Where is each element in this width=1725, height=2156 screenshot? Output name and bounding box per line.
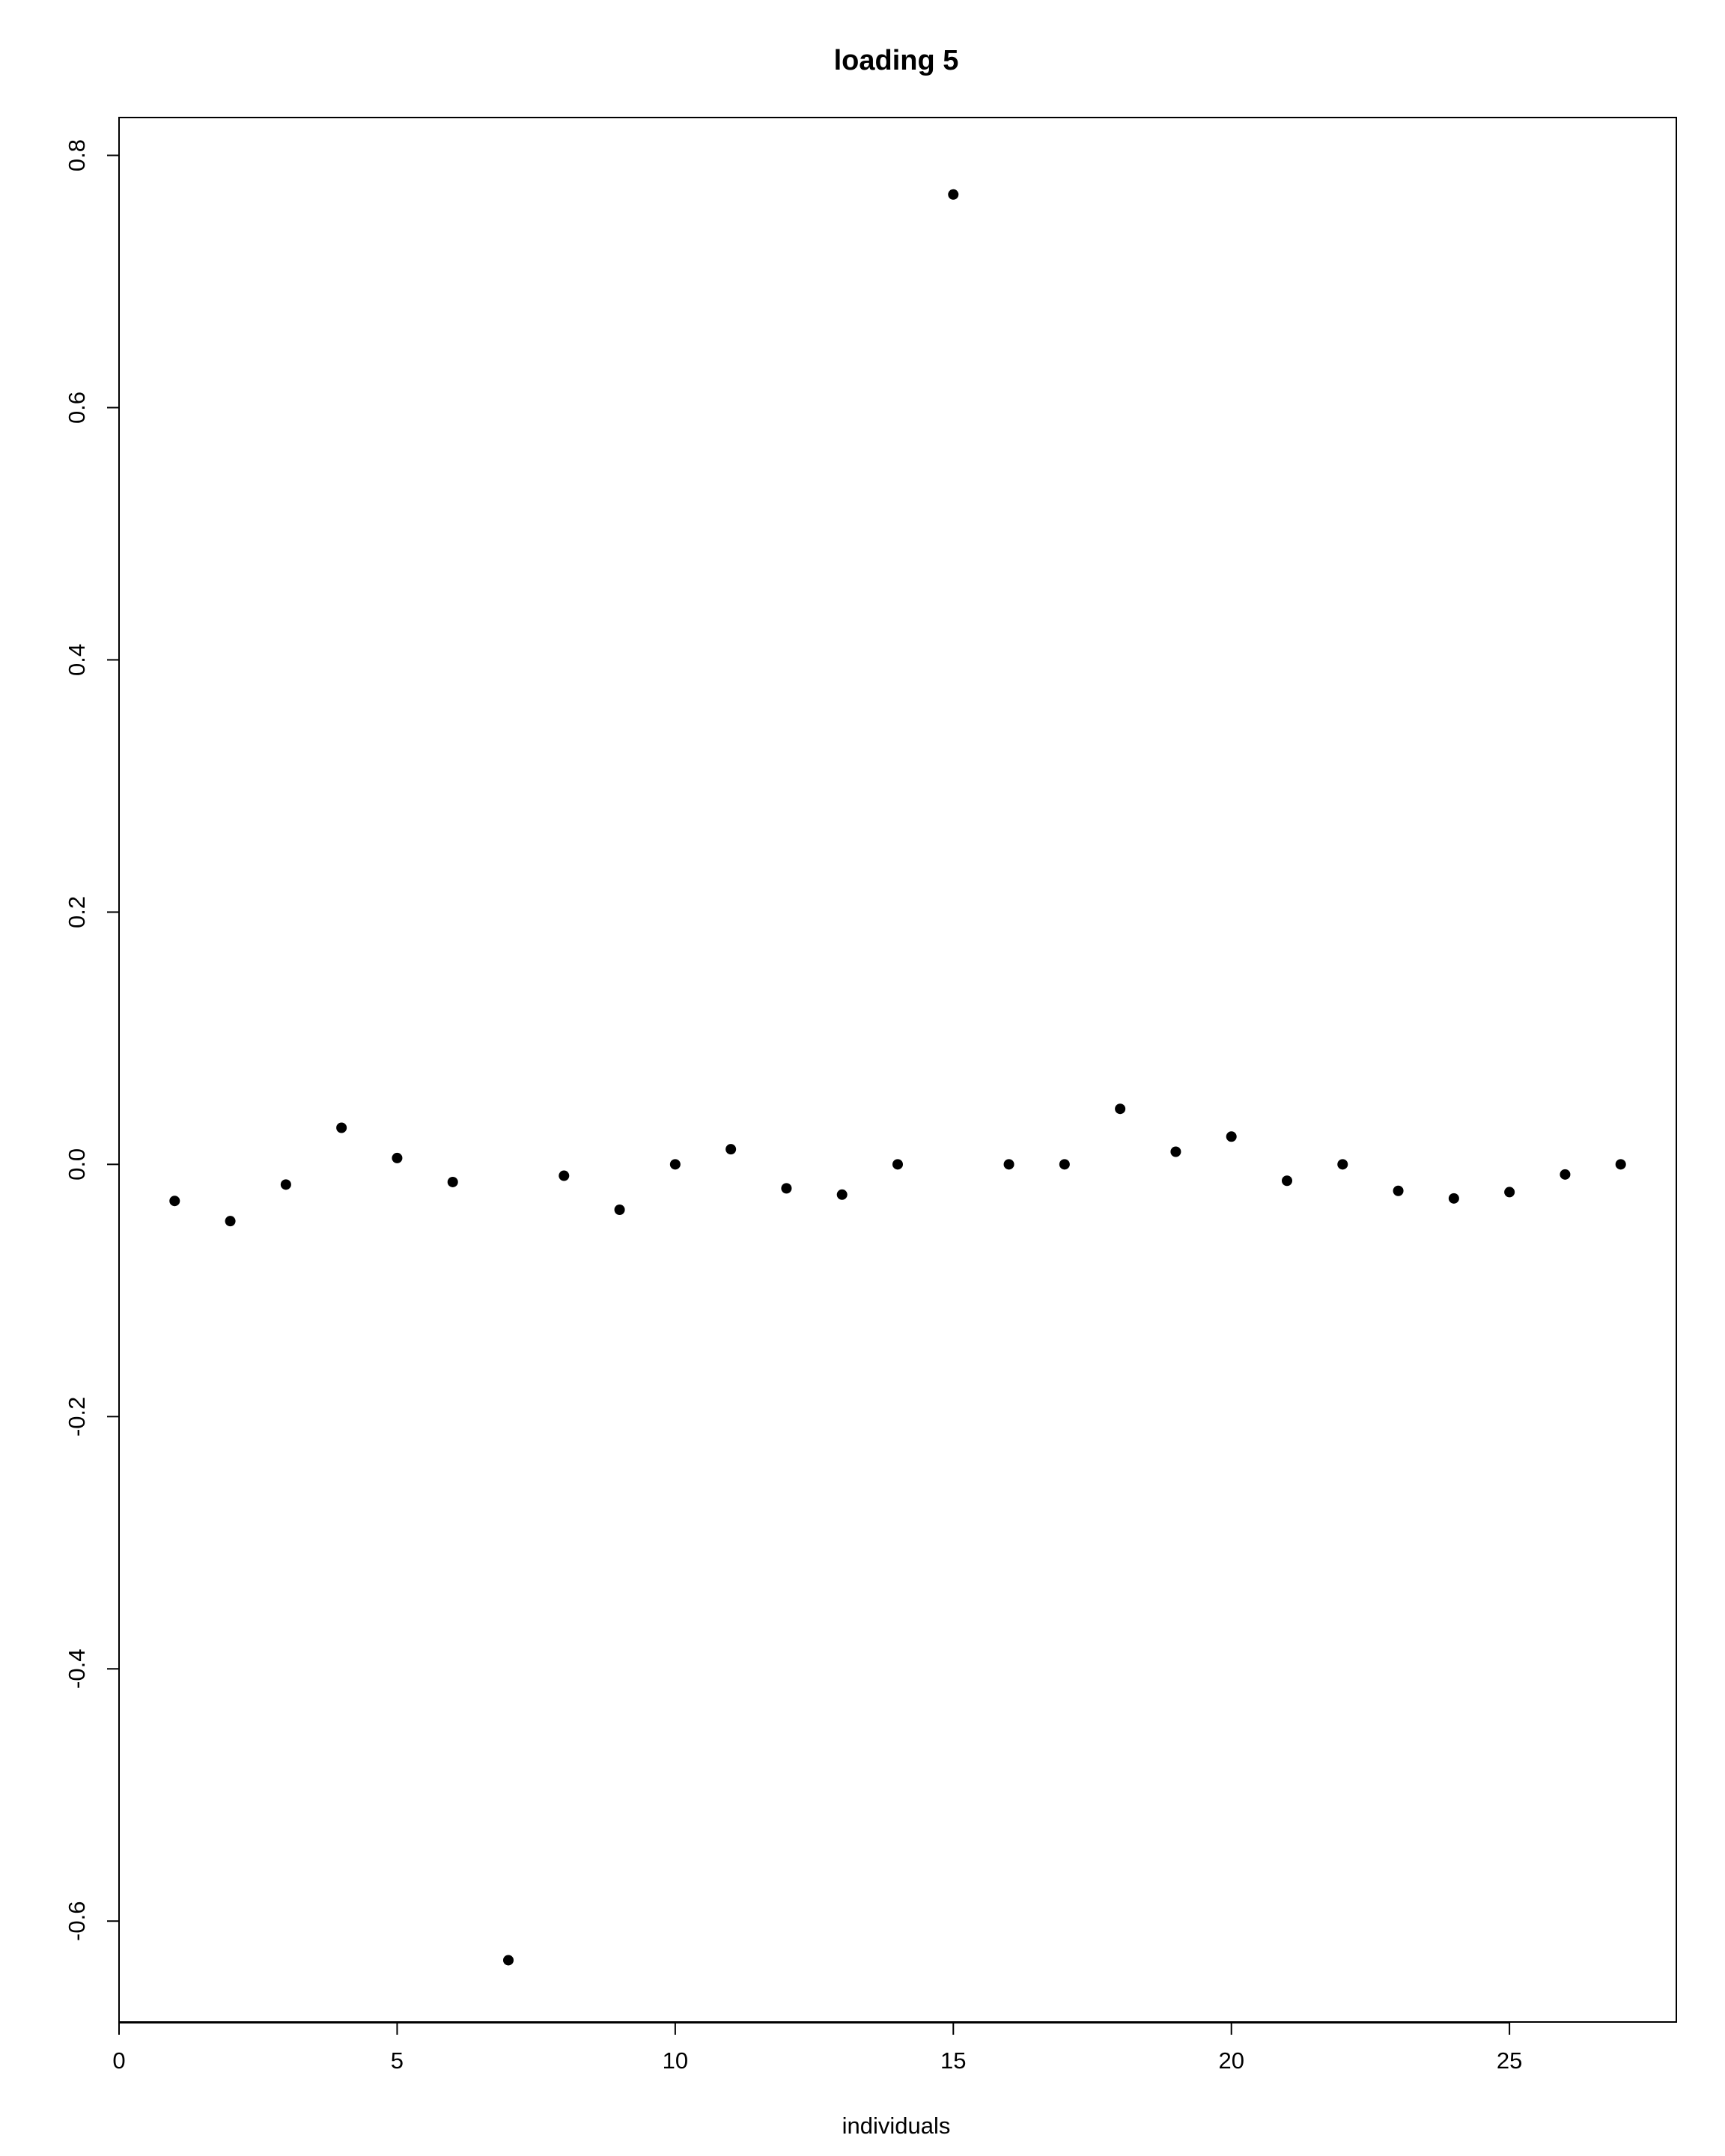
x-axis-label: individuals (842, 2113, 951, 2139)
data-point (336, 1122, 347, 1133)
data-points (169, 189, 1626, 1966)
data-point (1282, 1175, 1292, 1187)
x-axis-ticks: 0 5 10 15 20 25 (112, 2023, 1522, 2074)
data-point (1448, 1193, 1459, 1204)
data-point (1393, 1185, 1404, 1196)
y-axis-ticks: -0.6 -0.4 -0.2 0.0 0.2 0.4 0.6 0.8 (64, 139, 119, 1941)
x-tick-label: 15 (940, 2047, 966, 2074)
y-tick-label: -0.6 (64, 1901, 90, 1941)
data-point (1059, 1159, 1070, 1170)
data-point (614, 1205, 625, 1216)
data-point (669, 1159, 681, 1170)
data-point (1615, 1159, 1626, 1170)
chart-title: loading 5 (834, 45, 959, 76)
y-tick-label: -0.2 (64, 1397, 90, 1437)
data-point (1337, 1159, 1348, 1170)
y-tick-label: 0.0 (64, 1148, 90, 1181)
data-point (1226, 1131, 1237, 1142)
x-tick-label: 25 (1497, 2047, 1522, 2074)
y-tick-label: 0.6 (64, 392, 90, 424)
data-point (1560, 1169, 1571, 1180)
data-point (1170, 1146, 1181, 1157)
y-tick-label: 0.2 (64, 896, 90, 928)
data-point (892, 1159, 903, 1170)
data-point (781, 1183, 792, 1194)
data-point (725, 1144, 737, 1155)
data-point (559, 1170, 570, 1181)
data-point (1504, 1187, 1515, 1198)
data-point (280, 1179, 291, 1190)
x-tick-label: 5 (391, 2047, 404, 2074)
data-point (948, 189, 959, 200)
x-tick-label: 10 (663, 2047, 688, 2074)
y-tick-label: 0.4 (64, 644, 90, 676)
data-point (836, 1189, 848, 1200)
data-point (503, 1955, 514, 1966)
data-point (169, 1196, 180, 1207)
data-point (447, 1176, 458, 1187)
x-tick-label: 0 (112, 2047, 125, 2074)
data-point (1115, 1103, 1126, 1115)
data-point (225, 1216, 236, 1227)
data-point (392, 1152, 403, 1163)
y-tick-label: -0.4 (64, 1649, 90, 1689)
plot-frame (118, 117, 1677, 2023)
x-tick-label: 20 (1218, 2047, 1244, 2074)
data-point (1003, 1159, 1014, 1170)
y-tick-label: 0.8 (64, 139, 90, 171)
